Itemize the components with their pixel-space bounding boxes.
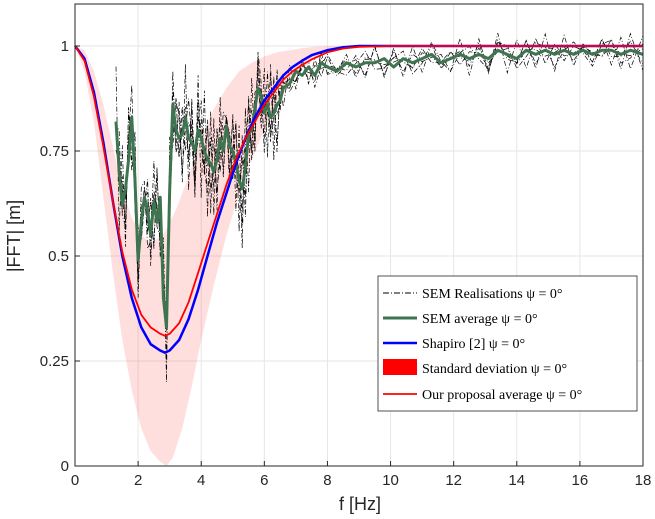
y-tick-label: 0.75: [40, 143, 69, 160]
plot-frame: [74, 3, 644, 467]
y-axis-label: |FFT| [m]: [4, 200, 24, 272]
legend-label-proposal: Our proposal average ψ = 0°: [422, 388, 582, 403]
y-tick-layer: 0 0.25 0.5 0.75 1: [40, 38, 80, 475]
x-tick-label: 0: [71, 472, 79, 489]
sem-realisation-line: [115, 39, 644, 293]
proposal-average-line: [74, 45, 643, 337]
x-tick-label: 12: [445, 472, 462, 489]
legend-label-shapiro: Shapiro [2] ψ = 0°: [422, 337, 525, 352]
legend-label-realisations: SEM Realisations ψ = 0°: [422, 287, 562, 302]
x-tick-label: 16: [572, 472, 589, 489]
y-tick-label: 1: [61, 38, 69, 55]
y-tick-label: 0: [61, 458, 69, 475]
x-tick-label: 4: [197, 472, 205, 489]
shapiro-line: [74, 44, 643, 354]
y-tick-label: 0.5: [48, 248, 69, 265]
x-tick-layer: 0 2 4 6 8 10 12 14 16 18: [71, 461, 652, 489]
x-tick-label: 6: [260, 472, 268, 489]
legend-label-sem-average: SEM average ψ = 0°: [422, 312, 538, 327]
x-tick-label: 8: [323, 472, 331, 489]
legend-box: [377, 275, 638, 412]
legend-label-std: Standard deviation ψ = 0°: [422, 362, 567, 377]
x-tick-label: 18: [635, 472, 652, 489]
series-layer: [74, 44, 644, 354]
x-tick-label: 14: [508, 472, 525, 489]
x-tick-label: 10: [382, 472, 399, 489]
legend: SEM Realisations ψ = 0° SEM average ψ = …: [377, 275, 638, 412]
y-tick-label: 0.25: [40, 353, 69, 370]
x-tick-label: 2: [134, 472, 142, 489]
legend-swatch-std: [383, 359, 417, 375]
x-axis-label: f [Hz]: [339, 494, 381, 514]
